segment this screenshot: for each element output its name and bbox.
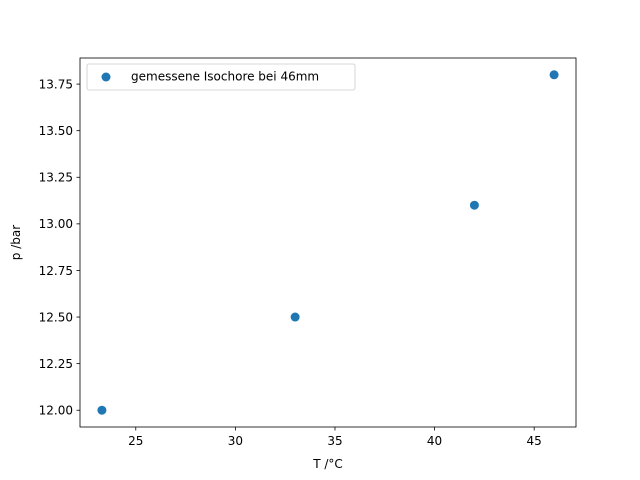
data-point (469, 200, 479, 210)
y-axis-label: p /bar (9, 225, 23, 260)
y-tick-label: 12.25 (39, 357, 73, 371)
legend-label: gemessene Isochore bei 46mm (131, 70, 319, 84)
y-tick-label: 12.00 (39, 404, 73, 418)
data-point (290, 312, 300, 322)
y-tick-label: 13.25 (39, 171, 73, 185)
y-tick-label: 13.50 (39, 124, 73, 138)
x-tick-label: 30 (228, 434, 243, 448)
data-point (549, 70, 559, 80)
axes: 25 30 35 40 45 12.00 12.25 12.50 12.75 13.00 13.25… (39, 77, 542, 448)
y-tick-label: 13.75 (39, 77, 73, 91)
plot-frame (79, 57, 577, 428)
x-tick-label: 45 (527, 434, 542, 448)
x-tick-label: 25 (128, 434, 143, 448)
x-tick-label: 35 (327, 434, 342, 448)
y-tick-label: 12.75 (39, 264, 73, 278)
data-points (97, 70, 559, 415)
x-tick-label: 40 (427, 434, 442, 448)
y-tick-label: 12.50 (39, 310, 73, 324)
legend-box (86, 63, 356, 91)
legend: gemessene Isochore bei 46mm (86, 63, 356, 91)
x-axis-label: T /°C (312, 457, 343, 471)
data-point (97, 405, 107, 415)
y-tick-label: 13.00 (39, 217, 73, 231)
legend-marker (101, 72, 111, 82)
